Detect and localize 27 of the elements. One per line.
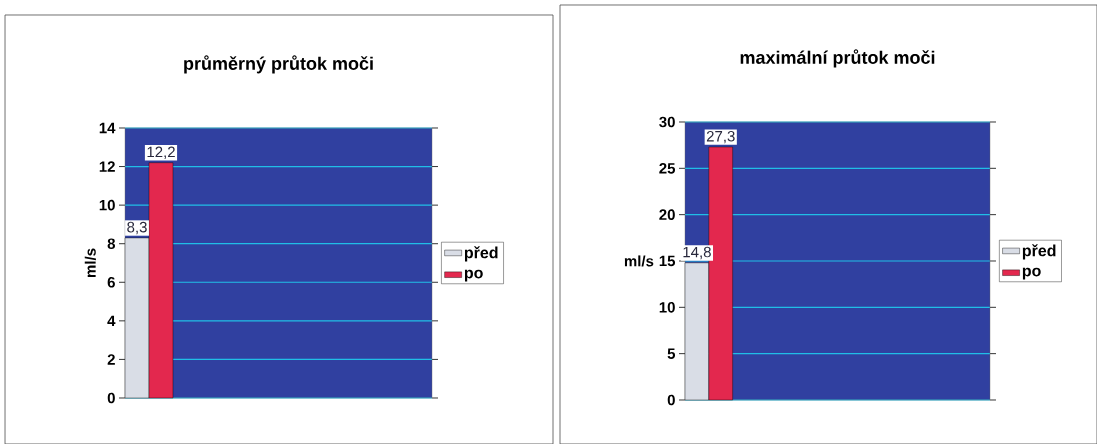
data-label: 12,2: [147, 146, 175, 159]
y-tick-label: 5: [667, 348, 676, 359]
y-tick-label: 10: [659, 302, 675, 313]
y-axis-title: ml/s: [624, 255, 654, 267]
y-tick-label: 4: [107, 315, 116, 326]
y-tick-label: 6: [107, 276, 115, 288]
y-tick-label: 12: [99, 161, 115, 172]
y-axis-title: ml/s: [84, 248, 96, 278]
y-tick-label: 0: [667, 394, 675, 406]
y-tick-label: 2: [107, 354, 115, 365]
y-tick-label: 0: [107, 392, 115, 404]
y-tick-label: 10: [99, 199, 115, 211]
y-tick-label: 15: [659, 255, 676, 267]
legend-label: po: [464, 269, 483, 282]
y-tick-label: 14: [99, 122, 116, 134]
legend-label: po: [1022, 267, 1041, 280]
legend-label: před: [1022, 244, 1056, 260]
y-tick-label: 25: [659, 163, 676, 174]
data-label: 8,3: [127, 221, 147, 235]
data-label: 27,3: [706, 130, 735, 144]
text: průměrný průtok moči: [184, 55, 373, 74]
y-tick-label: 30: [659, 116, 675, 128]
legend-label: před: [464, 246, 498, 262]
data-label: 14,8: [683, 246, 711, 260]
y-tick-label: 8: [107, 238, 116, 250]
y-tick-label: 20: [659, 209, 675, 220]
chart-title: maximální průtok moči: [740, 49, 935, 68]
